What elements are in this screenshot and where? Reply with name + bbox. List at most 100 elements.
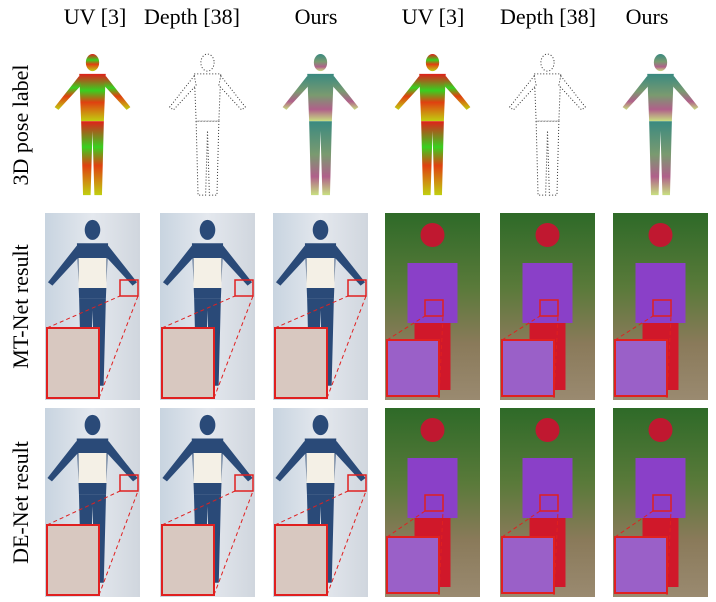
zoom-link [213,295,254,399]
column-header: Depth [38] [500,4,596,29]
zoom-box [119,279,139,297]
column-header: UV [3] [402,4,465,29]
pose-cell [508,53,587,196]
head [85,54,100,72]
pose-cell [54,54,131,196]
zoom-inset [614,536,668,594]
shirt [522,458,573,518]
zoom-box [424,299,444,317]
shirt [306,453,335,483]
torso [419,73,446,122]
zoom-link [438,510,444,596]
zoom-box [652,299,672,317]
torso [79,73,106,122]
arms [508,74,587,111]
zoom-inset [46,524,100,596]
result-image [385,213,480,400]
result-image [273,408,368,597]
zoom-inset [161,524,215,596]
zoom-inset [386,536,440,594]
row-label: DE-Net result [8,441,33,564]
head [653,54,668,72]
hat [648,223,673,247]
zoom-box [347,474,367,492]
zoom-link [501,510,541,538]
head [199,219,216,240]
pose-cell [622,54,699,196]
zoom-box [539,299,559,317]
zoom-inset [274,327,328,399]
zoom-link [326,490,367,596]
pose-cell [282,54,359,196]
zoom-box [424,494,444,512]
pose-cell [168,53,247,196]
head [425,54,440,72]
zoom-link [614,510,654,538]
shirt [306,258,335,288]
shirt [193,258,222,288]
torso [307,73,334,122]
legs [535,120,560,196]
head [540,53,555,72]
arms [47,440,138,482]
result-image [613,408,708,597]
legs [81,121,104,196]
shirt [635,263,686,323]
hat [420,223,445,247]
column-header: Ours [295,4,338,29]
zoom-link [274,295,349,329]
legs [421,121,444,196]
result-image [613,213,708,400]
result-image [273,213,368,400]
hat [535,223,560,247]
arms [162,245,253,286]
hat [648,418,673,442]
zoom-link [213,490,254,596]
zoom-link [501,315,541,341]
zoom-link [98,490,139,596]
head [313,54,328,72]
arms [47,245,138,286]
torso [533,73,562,122]
shirt [522,263,573,323]
shirt [193,453,222,483]
hat [420,418,445,442]
arms [275,245,366,286]
result-image [45,408,140,597]
zoom-inset [501,536,555,594]
legs [195,120,220,196]
shirt [78,258,107,288]
result-image [500,408,595,597]
zoom-box [234,279,254,297]
zoom-inset [274,524,328,596]
torso [193,73,222,122]
head [199,414,216,436]
legs [309,121,332,196]
result-image [500,213,595,400]
shirt [635,458,686,518]
zoom-box [234,474,254,492]
zoom-box [652,494,672,512]
column-header: UV [3] [64,4,127,29]
column-header: Ours [626,4,669,29]
arms [168,74,247,111]
arms [622,75,699,110]
arms [282,75,359,110]
head [200,53,215,72]
zoom-box [539,494,559,512]
arms [275,440,366,482]
pose-cell [394,54,471,196]
zoom-link [386,315,426,341]
zoom-inset [614,339,668,397]
row-label: 3D pose label [8,65,33,186]
zoom-inset [161,327,215,399]
shirt [78,453,107,483]
head [312,414,329,436]
hat [535,418,560,442]
shirt [407,458,458,518]
zoom-link [98,295,139,399]
zoom-link [614,315,654,341]
zoom-inset [501,339,555,397]
result-image [45,213,140,400]
